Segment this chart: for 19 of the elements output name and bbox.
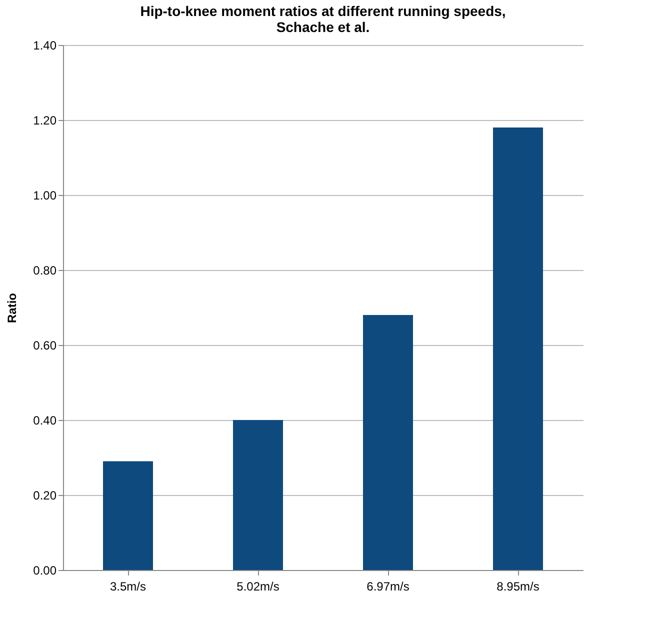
y-tick-label: 0.00 (33, 564, 57, 578)
y-tick-label: 1.20 (33, 114, 57, 128)
y-tick-label: 0.20 (33, 488, 57, 502)
y-tick-label: 0.60 (33, 338, 57, 352)
x-tick-label: 8.95m/s (496, 580, 540, 594)
y-axis-title: Ratio (5, 293, 20, 323)
text: Schache et al. (276, 19, 370, 35)
y-tick-label: 0.80 (33, 264, 57, 278)
bar (363, 315, 413, 570)
x-tick-label: 5.02m/s (236, 580, 280, 594)
x-tick-label: 6.97m/s (366, 580, 410, 594)
bar (493, 128, 543, 570)
bar (103, 461, 153, 570)
y-tick-label: 1.00 (33, 188, 57, 202)
x-tick-label: 3.5m/s (110, 580, 146, 594)
y-tick-label: 1.40 (33, 38, 57, 52)
bar (233, 420, 283, 570)
text: Hip-to-knee moment ratios at different running speeds, (140, 3, 506, 19)
y-tick-label: 0.40 (33, 414, 57, 428)
